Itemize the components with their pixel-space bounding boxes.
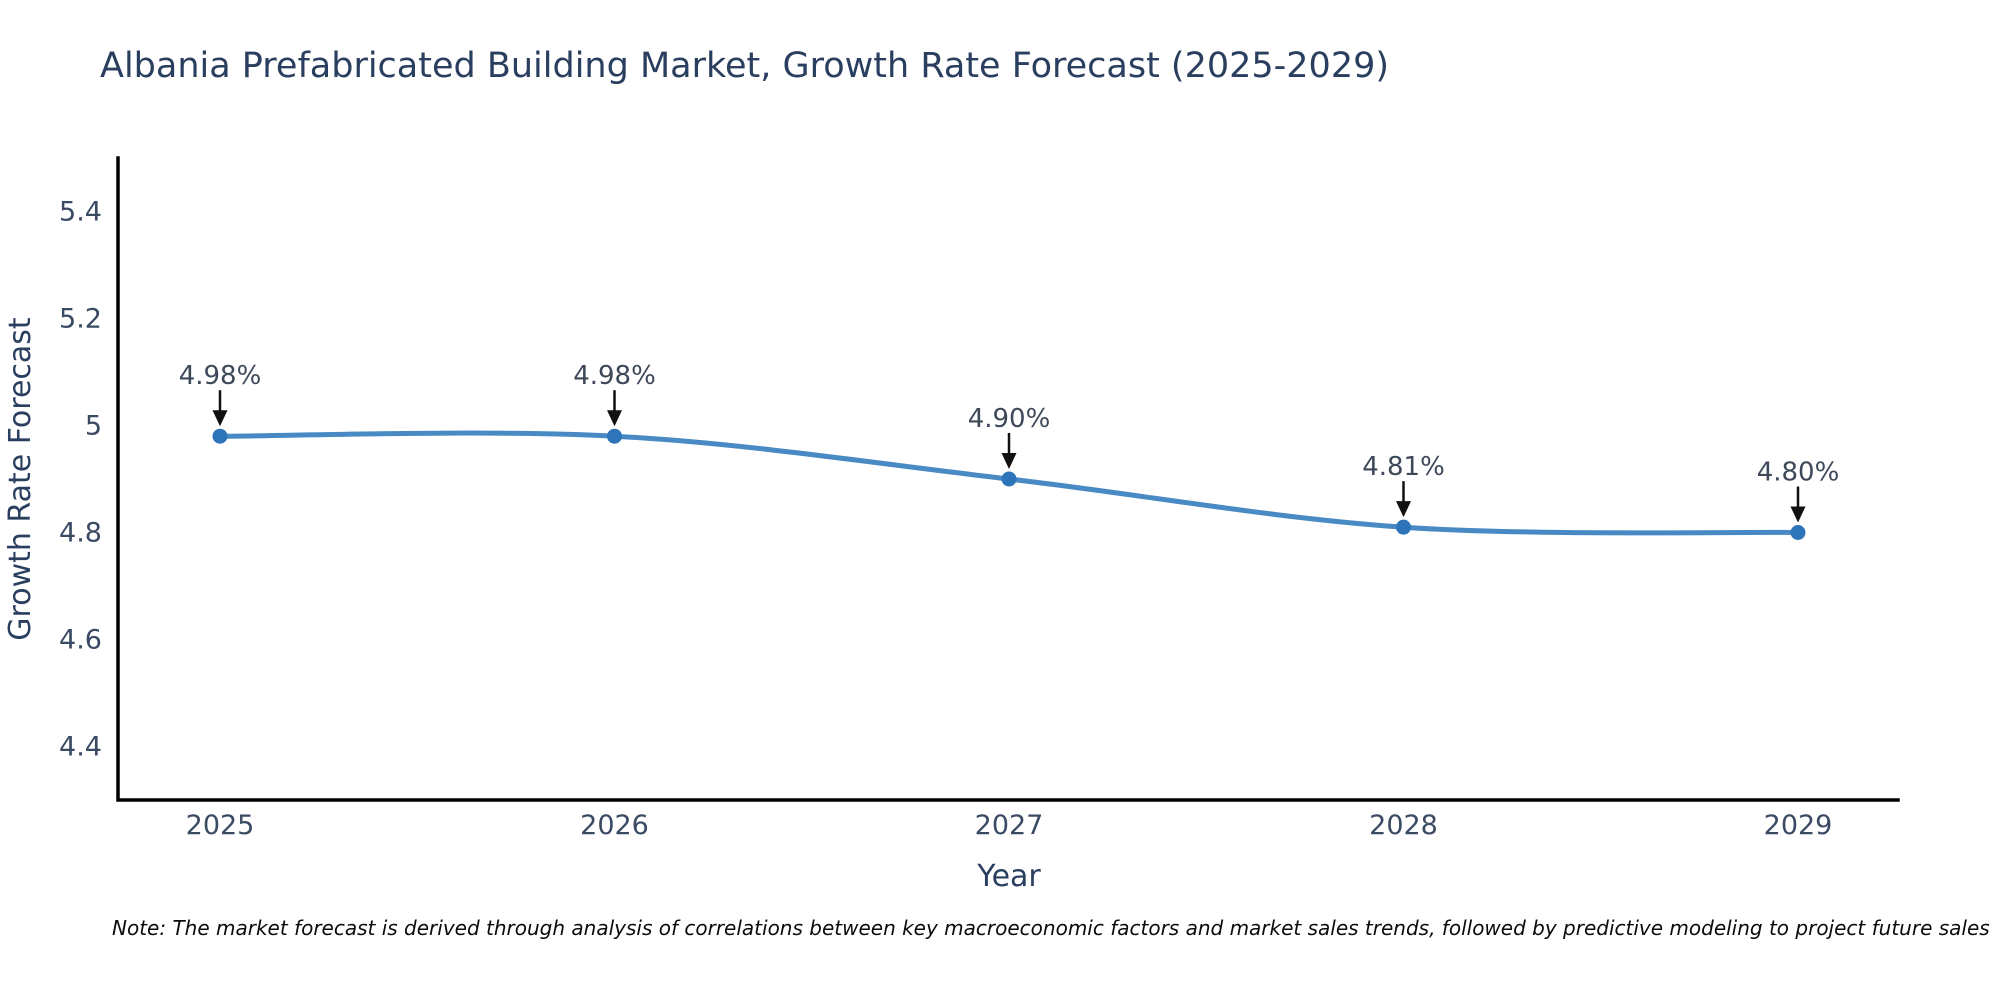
point-value-label: 4.90% [968,404,1051,434]
y-tick-label: 4.4 [59,732,102,763]
data-point-marker [1790,525,1806,540]
x-tick-label: 2025 [186,810,255,841]
annotation-arrow-head [1001,453,1017,469]
data-point-marker [1396,519,1411,535]
chart-title: Albania Prefabricated Building Market, G… [100,46,1390,86]
point-value-label: 4.80% [1757,458,1840,488]
x-tick-label: 2026 [580,810,649,841]
annotation-arrow-head [212,410,228,427]
x-tick-label: 2029 [1764,810,1833,841]
y-axis-title: Growth Rate Forecast [3,317,38,641]
point-value-label: 4.81% [1362,452,1445,482]
annotation-arrow-head [607,410,622,427]
x-tick-label: 2028 [1369,810,1438,841]
footnote-text: Note: The market forecast is derived thr… [112,916,1990,940]
data-point-marker [212,428,228,444]
point-value-label: 4.98% [573,361,656,391]
data-point-marker [1001,471,1017,487]
axis-lines [116,156,1900,802]
point-value-label: 4.98% [179,361,262,391]
y-tick-label: 5 [85,411,102,442]
y-tick-label: 5.4 [59,197,102,228]
y-tick-label: 4.8 [59,518,102,549]
x-axis-title: Year [976,859,1041,894]
y-tick-label: 5.2 [59,304,102,335]
data-point-marker [607,428,622,444]
y-tick-label: 4.6 [59,625,102,656]
annotation-arrow-head [1790,506,1806,523]
annotation-arrow-head [1396,501,1411,518]
x-tick-label: 2027 [975,810,1044,841]
